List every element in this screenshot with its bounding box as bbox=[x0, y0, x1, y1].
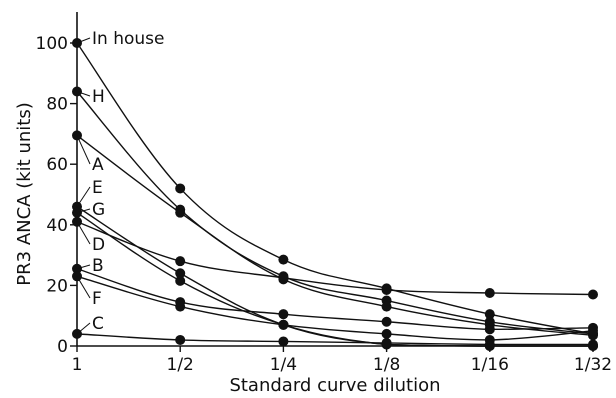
point-b-1-4 bbox=[278, 309, 289, 320]
y-tick-label-60: 60 bbox=[46, 155, 68, 175]
series-line-d bbox=[76, 221, 594, 296]
y-axis-title: PR3 ANCA (kit units) bbox=[14, 102, 35, 285]
x-tick-label-1-8: 1/8 bbox=[373, 355, 400, 375]
point-b-1-8 bbox=[381, 316, 392, 327]
series-label-f: F bbox=[92, 289, 102, 309]
series-label-in-house: In house bbox=[92, 29, 164, 49]
series-leader-e bbox=[76, 186, 91, 207]
point-e-1-2 bbox=[175, 268, 186, 279]
series-points bbox=[72, 38, 598, 351]
y-tick-label-20: 20 bbox=[46, 276, 68, 296]
y-tick-label-0: 0 bbox=[57, 337, 68, 357]
point-in-house-1-2 bbox=[175, 183, 186, 194]
y-tick-label-80: 80 bbox=[46, 95, 68, 115]
point-in-house-1-16 bbox=[484, 309, 495, 320]
point-c-1-4 bbox=[278, 336, 289, 347]
series-lines bbox=[76, 42, 594, 347]
y-axis-ticks: 0 20 40 60 80 100 bbox=[36, 34, 77, 357]
x-tick-label-1-16: 1/16 bbox=[471, 355, 509, 375]
x-tick-label-1-32: 1/32 bbox=[574, 355, 612, 375]
series-leader-b bbox=[76, 264, 91, 270]
series-line-f bbox=[76, 275, 594, 341]
series-leader-a bbox=[76, 135, 91, 165]
point-c-1-8 bbox=[381, 337, 392, 348]
point-d-1-32 bbox=[588, 289, 598, 300]
x-axis-title: Standard curve dilution bbox=[229, 375, 440, 396]
series-leader-c bbox=[76, 322, 91, 335]
series-leader-g bbox=[76, 208, 91, 214]
series-line-h bbox=[76, 91, 594, 335]
series-leader-h bbox=[76, 91, 91, 97]
series-label-b: B bbox=[92, 256, 104, 276]
series-label-d: D bbox=[92, 235, 105, 255]
point-f-1-4 bbox=[278, 319, 289, 330]
point-f-1-8 bbox=[381, 328, 392, 339]
series-label-h: H bbox=[92, 87, 105, 107]
series-line-a bbox=[76, 134, 594, 337]
series-leader-in-house bbox=[76, 37, 91, 44]
point-c-1-32 bbox=[588, 339, 598, 350]
series-leader-d bbox=[76, 221, 91, 245]
point-d-1-2 bbox=[175, 256, 186, 267]
x-tick-label-1: 1 bbox=[72, 355, 83, 375]
y-tick-label-40: 40 bbox=[46, 216, 68, 236]
point-c-1-2 bbox=[175, 334, 186, 345]
x-tick-label-1-2: 1/2 bbox=[167, 355, 194, 375]
point-g-1-2 bbox=[175, 275, 186, 286]
point-b-1-16 bbox=[484, 324, 495, 335]
series-leader-f bbox=[76, 276, 91, 299]
series-label-g: G bbox=[92, 200, 105, 220]
series-line-g bbox=[76, 212, 593, 347]
point-a-1-8 bbox=[381, 301, 392, 312]
point-c-1-16 bbox=[484, 339, 495, 350]
point-f-1-32 bbox=[588, 325, 598, 336]
x-axis-ticks: 1 1/2 1/4 1/8 1/16 1/32 bbox=[72, 346, 612, 375]
point-a-1-2 bbox=[175, 207, 186, 218]
series-label-e: E bbox=[92, 178, 103, 198]
series-line-b bbox=[76, 268, 594, 331]
y-tick-label-100: 100 bbox=[36, 34, 68, 54]
point-d-1-16 bbox=[484, 287, 495, 298]
point-d-1-8 bbox=[381, 284, 392, 295]
series-label-a: A bbox=[92, 155, 104, 175]
point-d-1-4 bbox=[278, 272, 289, 283]
point-in-house-1-4 bbox=[278, 254, 289, 265]
series-line-c bbox=[76, 333, 593, 346]
series-label-c: C bbox=[92, 314, 104, 334]
series-line-in-house bbox=[76, 42, 594, 335]
x-tick-label-1-4: 1/4 bbox=[270, 355, 297, 375]
point-f-1-2 bbox=[175, 301, 186, 312]
